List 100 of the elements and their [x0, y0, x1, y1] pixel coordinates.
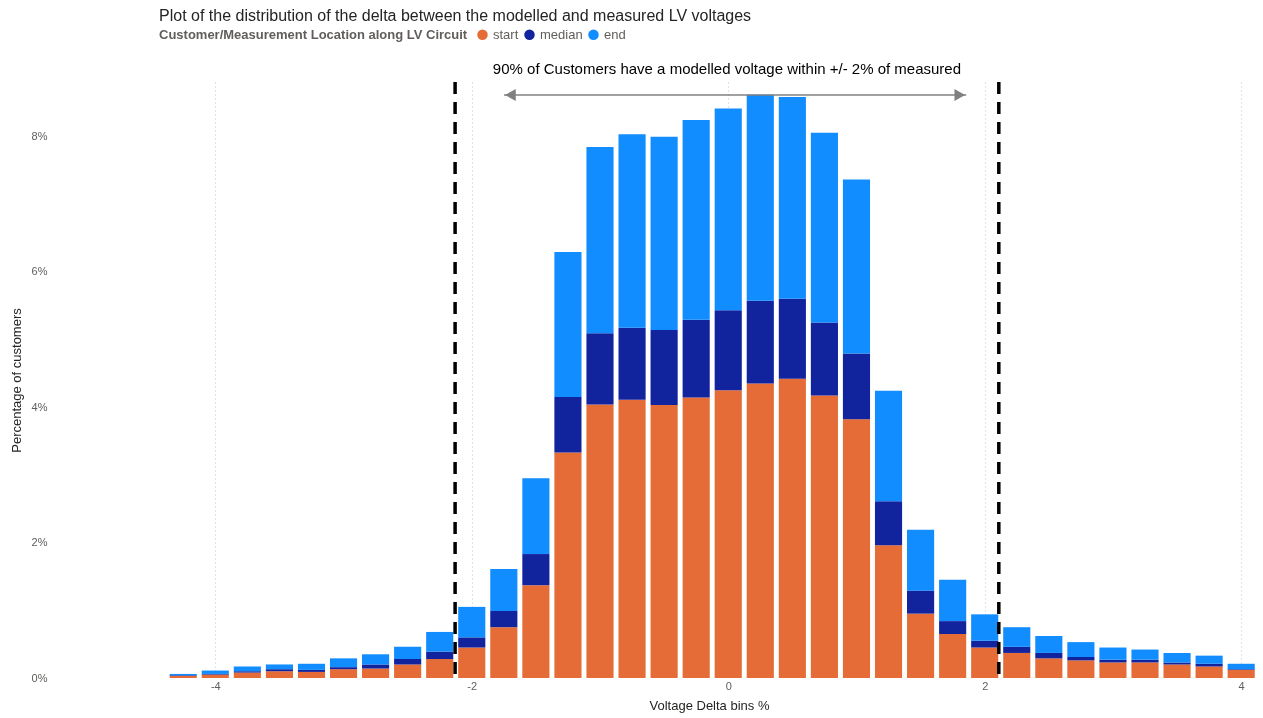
bar	[1003, 627, 1031, 647]
x-tick-label: -4	[210, 679, 221, 692]
bar	[714, 108, 742, 311]
bar	[810, 132, 838, 323]
text: 90% of Customers have a modelled voltage within +/- 2% of measured	[492, 60, 962, 77]
bar	[842, 353, 871, 420]
bar	[1067, 642, 1095, 657]
bar	[1003, 652, 1031, 678]
bar	[714, 310, 742, 391]
bar	[1227, 669, 1255, 678]
bar	[329, 658, 358, 668]
bar	[1035, 658, 1063, 678]
y-tick-label: 4%	[31, 400, 48, 413]
x-tick-label: 2	[982, 679, 989, 692]
bar	[458, 647, 486, 678]
bar	[650, 329, 678, 406]
y-tick-label: 8%	[31, 129, 48, 142]
bar	[426, 651, 454, 660]
x-tick-label: 0	[725, 679, 732, 692]
y-axis-title: Percentage of customers	[8, 307, 24, 453]
bar	[329, 667, 358, 670]
bar	[939, 579, 967, 622]
bar	[297, 663, 326, 670]
bar	[1131, 649, 1159, 660]
bar	[746, 94, 774, 301]
bar	[362, 668, 390, 678]
bar	[426, 659, 454, 678]
bar	[682, 319, 710, 398]
bar	[458, 606, 486, 638]
bar	[554, 252, 582, 397]
bar	[1035, 652, 1063, 659]
bar	[265, 671, 293, 678]
bar	[329, 669, 358, 678]
bar	[1035, 636, 1063, 653]
bar	[522, 554, 550, 586]
bar	[842, 179, 871, 354]
bar	[810, 395, 838, 678]
legend-label: median	[540, 26, 583, 42]
y-tick-label: 2%	[31, 536, 48, 549]
bar	[522, 478, 550, 555]
bar	[490, 610, 518, 628]
bar	[490, 627, 518, 678]
bar	[233, 672, 261, 678]
bar	[265, 669, 293, 672]
bar	[458, 637, 486, 648]
bar	[394, 664, 422, 678]
legend-label: end	[604, 26, 626, 42]
bar	[971, 614, 999, 641]
bar	[426, 631, 454, 652]
bar	[1227, 663, 1255, 670]
y-tick-label: 6%	[31, 265, 48, 278]
bar	[874, 390, 903, 502]
bar	[1131, 662, 1159, 678]
bar	[907, 529, 935, 591]
bar	[618, 134, 646, 328]
bar	[1099, 647, 1127, 660]
bar	[394, 659, 422, 665]
bar	[1099, 662, 1127, 678]
bar	[907, 613, 935, 678]
bar	[778, 96, 806, 299]
bar	[362, 664, 390, 669]
bar	[1163, 662, 1191, 665]
bar	[778, 378, 806, 678]
bar	[810, 322, 838, 396]
bar	[586, 333, 614, 405]
bar	[971, 647, 999, 678]
bar	[1003, 646, 1031, 653]
bar	[1163, 664, 1191, 678]
bar	[618, 399, 646, 678]
bar	[939, 621, 967, 634]
bar	[939, 633, 967, 678]
x-tick-label: 4	[1238, 679, 1245, 692]
bar	[394, 646, 422, 660]
bar	[586, 147, 614, 334]
bar	[1195, 666, 1223, 678]
bar	[874, 545, 903, 678]
x-axis-title: Voltage Delta bins %	[649, 697, 770, 713]
bar	[874, 501, 903, 546]
bar	[682, 119, 710, 320]
bar	[1163, 652, 1191, 663]
y-tick-label: 0%	[31, 671, 48, 684]
bar	[618, 327, 646, 400]
bar	[650, 405, 678, 678]
legend-label: start	[493, 26, 519, 42]
bar	[907, 590, 935, 614]
x-tick-label: -2	[467, 679, 478, 692]
bar	[746, 300, 774, 384]
legend-title: Customer/Measurement Location along LV Circuit	[159, 27, 468, 42]
bar	[362, 654, 390, 665]
chart-title: Plot of the distribution of the delta between the modelled and measured LV voltages	[159, 7, 752, 24]
bar	[297, 669, 326, 672]
bar	[714, 390, 742, 678]
bar	[233, 666, 261, 672]
bar	[682, 397, 710, 678]
bar	[650, 136, 678, 330]
bar	[297, 671, 326, 678]
bar	[265, 664, 293, 670]
bar	[586, 404, 614, 678]
bar	[522, 585, 550, 678]
bar	[554, 452, 582, 678]
